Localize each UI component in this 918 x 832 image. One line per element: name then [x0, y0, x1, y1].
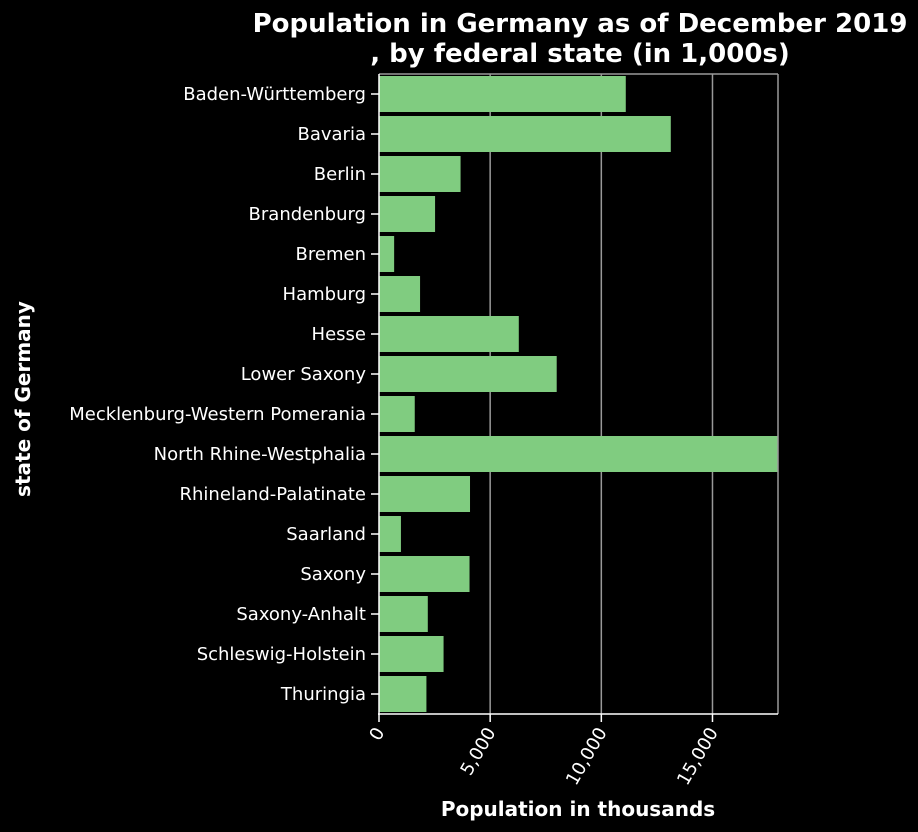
y-tick-label: Lower Saxony: [241, 364, 367, 385]
y-tick-label: North Rhine-Westphalia: [154, 444, 366, 465]
y-tick-labels: Baden-Württemberg Bavaria Berlin Brandenbur…: [69, 84, 366, 705]
y-axis-title: state of Germany: [11, 301, 35, 497]
chart-title-line-2: , by federal state (in 1,000s): [370, 39, 790, 69]
bar-berlin: [379, 156, 461, 192]
y-tick-label: Brandenburg: [249, 204, 366, 225]
chart-title: Population in Germany as of December 201…: [253, 9, 908, 69]
bar-saxony: [379, 556, 470, 592]
bar-rhineland-palatinate: [379, 476, 471, 512]
axes: [371, 73, 779, 722]
y-tick-label: Mecklenburg-Western Pomerania: [69, 404, 366, 425]
y-tick-label: Hesse: [312, 324, 366, 345]
bar-bavaria: [379, 116, 671, 152]
x-tick-label: 10,000: [562, 724, 612, 789]
x-tick-label: 5,000: [457, 724, 501, 779]
bar-bremen: [379, 236, 395, 272]
bar-hesse: [379, 316, 519, 352]
x-axis-title: Population in thousands: [441, 797, 715, 821]
y-tick-label: Thuringia: [280, 684, 366, 705]
gridlines: [489, 74, 714, 714]
y-tick-label: Baden-Württemberg: [183, 84, 366, 105]
y-tick-label: Hamburg: [283, 284, 366, 305]
y-tick-label: Saarland: [286, 524, 366, 545]
y-tick-label: Rhineland-Palatinate: [180, 484, 367, 505]
bar-hamburg: [379, 276, 421, 312]
x-tick-labels: 0 5,000 10,000 15,000: [365, 724, 722, 789]
bar-schleswig-holstein: [379, 636, 444, 672]
x-tick-label: 0: [365, 724, 389, 744]
chart-title-line-1: Population in Germany as of December 201…: [253, 9, 908, 39]
y-tick-label: Schleswig-Holstein: [197, 644, 366, 665]
y-tick-label: Saxony: [300, 564, 366, 585]
bar-mecklenburg-western-pomerania: [379, 396, 415, 432]
bars: [379, 76, 778, 712]
y-tick-label: Bavaria: [298, 124, 367, 145]
x-tick-label: 15,000: [673, 724, 723, 789]
bar-saarland: [379, 516, 401, 552]
bar-lower-saxony: [379, 356, 557, 392]
y-tick-label: Saxony-Anhalt: [236, 604, 366, 625]
bar-thuringia: [379, 676, 427, 712]
y-tick-label: Bremen: [296, 244, 366, 265]
bar-brandenburg: [379, 196, 436, 232]
bar-saxony-anhalt: [379, 596, 428, 632]
bar-baden-w-rttemberg: [379, 76, 626, 112]
y-tick-label: Berlin: [314, 164, 366, 185]
bar-north-rhine-westphalia: [379, 436, 778, 472]
